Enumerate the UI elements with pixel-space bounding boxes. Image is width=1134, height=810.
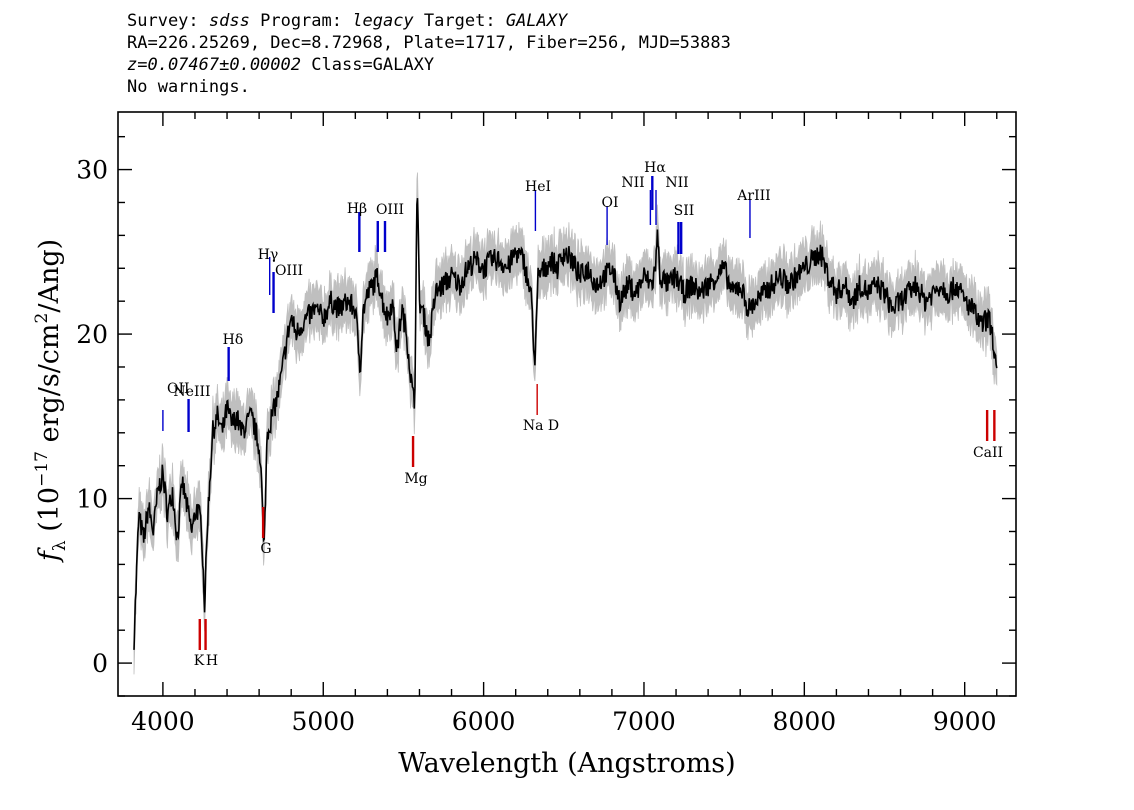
absorption-line-label: Na D <box>523 418 559 434</box>
flux-layer <box>133 198 998 650</box>
plot-frame <box>117 111 1017 697</box>
x-tick-label: 8000 <box>773 707 837 736</box>
y-axis-label: fλ (10−17 erg/s/cm2/Ang) <box>32 239 70 563</box>
emission-line-label: Hβ <box>347 201 367 217</box>
emission-line-label: SII <box>674 203 695 219</box>
emission-line-label: NeIII <box>173 384 210 400</box>
emission-line-label: OIII <box>275 263 303 279</box>
emission-line-label: Hγ <box>258 247 279 263</box>
absorption-line-label: K <box>194 653 205 669</box>
program-value: legacy <box>352 11 414 31</box>
x-tick-label: 7000 <box>612 707 676 736</box>
emission-line-label: HeI <box>525 179 551 195</box>
y-tick-label: 30 <box>76 156 108 185</box>
emission-line-label: NII <box>665 175 688 191</box>
survey-label: Survey: <box>127 11 199 31</box>
axes-layer: 4000 5000 6000 7000 8000 9000 0 10 20 30 <box>76 111 1017 736</box>
header-warnings-line: No warnings. <box>127 77 250 97</box>
flux-series-line <box>133 198 998 650</box>
emission-line-label: Hδ <box>223 332 244 348</box>
absorption-line-label: Mg <box>404 471 427 487</box>
emission-line-label: OIII <box>376 202 404 218</box>
target-value: GALAXY <box>505 11 568 31</box>
spectrum-header: Survey: sdss Program: legacy Target: GAL… <box>127 10 731 98</box>
redshift-value: z=0.07467±0.00002 <box>127 55 301 75</box>
y-tick-label: 20 <box>76 320 108 349</box>
class-value: Class=GALAXY <box>311 55 435 75</box>
program-label: Program: <box>260 11 342 31</box>
error-band <box>133 172 998 675</box>
header-redshift-line: z=0.07467±0.00002 Class=GALAXY <box>127 54 731 76</box>
y-tick-label: 10 <box>76 485 108 514</box>
emission-line-label: ArIII <box>736 188 770 204</box>
header-coordinates-line: RA=226.25269, Dec=8.72968, Plate=1717, F… <box>127 33 731 53</box>
emission-line-label: OI <box>601 195 618 211</box>
x-tick-label: 9000 <box>933 707 997 736</box>
target-label: Target: <box>423 11 496 31</box>
absorption-line-label: G <box>260 541 271 557</box>
header-survey-line: Survey: sdss Program: legacy Target: GAL… <box>127 10 731 32</box>
x-tick-label: 4000 <box>131 707 195 736</box>
absorption-line-label: H <box>206 653 218 669</box>
x-tick-label: 5000 <box>291 707 355 736</box>
absorption-line-label: CaII <box>973 445 1003 461</box>
emission-line-label: NII <box>621 175 644 191</box>
x-axis-label: Wavelength (Angstroms) <box>398 748 735 779</box>
error-band-layer <box>133 172 998 675</box>
y-tick-label: 0 <box>92 649 108 678</box>
survey-value: sdss <box>208 11 250 31</box>
emission-line-label: Hα <box>644 160 666 176</box>
emission-line-label: OII <box>167 381 190 397</box>
x-tick-label: 6000 <box>452 707 516 736</box>
